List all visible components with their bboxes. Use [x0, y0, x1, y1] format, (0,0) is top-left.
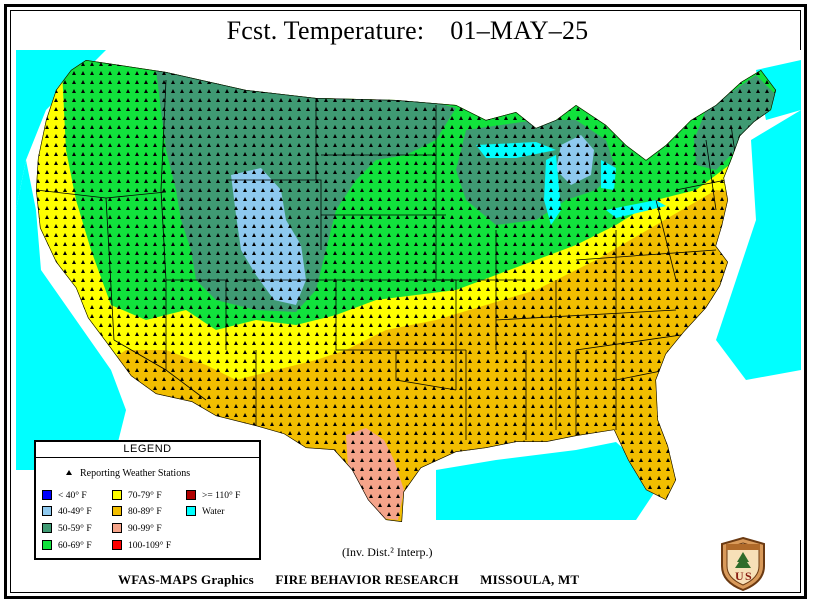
- footer-location: MISSOULA, MT: [480, 572, 580, 587]
- footer: WFAS-MAPS Graphics FIRE BEHAVIOR RESEARC…: [118, 572, 597, 588]
- legend-stations: Reporting Weather Stations: [66, 468, 190, 479]
- legend-label: 90-99° F: [128, 524, 162, 534]
- legend-heading: LEGEND: [36, 442, 259, 458]
- legend-swatch: [42, 523, 52, 533]
- legend-item-water: Water: [186, 506, 224, 517]
- legend-label: 60-69° F: [58, 541, 92, 551]
- legend-label: Water: [202, 507, 225, 517]
- pacific-water: [16, 50, 106, 210]
- legend-item-50-59: 50-59° F: [42, 523, 92, 534]
- state-boundaries: [36, 79, 737, 440]
- atlantic-water: [716, 110, 801, 380]
- legend-item-40-49: 40-49° F: [42, 506, 92, 517]
- legend-swatch: [112, 490, 122, 500]
- legend-label: >= 110° F: [202, 491, 241, 501]
- legend-item-gte110: >= 110° F: [186, 490, 240, 501]
- legend-label: 50-59° F: [58, 524, 92, 534]
- legend-swatch: [186, 506, 196, 516]
- forest-service-shield-icon: U S: [721, 536, 765, 592]
- legend-item-80-89: 80-89° F: [112, 506, 162, 517]
- legend-stations-label: Reporting Weather Stations: [80, 468, 191, 479]
- gulf-water: [436, 442, 656, 520]
- svg-text:S: S: [745, 569, 752, 583]
- legend-swatch: [186, 490, 196, 500]
- legend-swatch: [42, 490, 52, 500]
- legend-swatch: [42, 506, 52, 516]
- temperature-map: [16, 50, 801, 540]
- legend-swatch: [42, 540, 52, 550]
- logo-text: U: [735, 569, 744, 583]
- legend-item-100-109: 100-109° F: [112, 540, 171, 551]
- legend-label: 40-49° F: [58, 507, 92, 517]
- legend-swatch: [112, 506, 122, 516]
- interpolation-note: (Inv. Dist.² Interp.): [342, 545, 433, 559]
- legend-label: 70-79° F: [128, 491, 162, 501]
- legend-item-70-79: 70-79° F: [112, 490, 162, 501]
- footer-graphics: WFAS-MAPS Graphics: [118, 572, 254, 587]
- forecast-date: 01–MAY–25: [450, 16, 589, 45]
- footer-research: FIRE BEHAVIOR RESEARCH: [275, 572, 459, 587]
- legend-item-60-69: 60-69° F: [42, 540, 92, 551]
- title-text: Fcst. Temperature:: [226, 16, 425, 45]
- legend-swatch: [112, 523, 122, 533]
- legend-swatch: [112, 540, 122, 550]
- legend: LEGEND Reporting Weather Stations < 40° …: [34, 440, 261, 560]
- legend-label: < 40° F: [58, 491, 87, 501]
- station-triangle-icon: [66, 470, 72, 475]
- outer-frame: [4, 4, 807, 599]
- legend-label: 80-89° F: [128, 507, 162, 517]
- map-title: Fcst. Temperature: 01–MAY–25: [0, 16, 815, 46]
- legend-item-90-99: 90-99° F: [112, 523, 162, 534]
- legend-item-lt40: < 40° F: [42, 490, 87, 501]
- pacific-water-south: [16, 160, 126, 470]
- legend-label: 100-109° F: [128, 541, 172, 551]
